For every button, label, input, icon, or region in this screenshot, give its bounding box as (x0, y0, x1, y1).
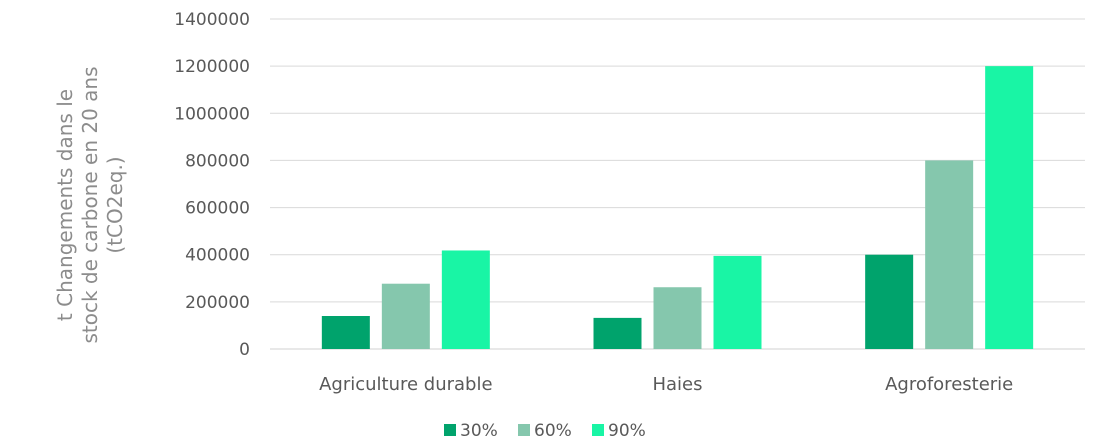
bar-90pct-1 (713, 255, 762, 349)
y-axis-ticks: 0 200000 400000 600000 800000 1000000 1200000 1… (174, 10, 250, 360)
y-tick-label: 1400000 (174, 10, 250, 30)
y-axis-label-line: stock de carbone en 20 ans (78, 66, 102, 343)
y-tick-label: 200000 (185, 293, 250, 313)
legend-label: 60% (534, 421, 572, 441)
bar-60pct-2 (925, 160, 974, 349)
y-tick-label: 800000 (185, 151, 250, 171)
bar-90pct-2 (985, 66, 1034, 350)
bar-30pct-0 (321, 316, 370, 349)
bars (321, 66, 1034, 350)
x-axis-categories: Agriculture durable Haies Agroforesterie (319, 374, 1013, 395)
y-tick-label: 1200000 (174, 57, 250, 77)
legend-swatch (592, 424, 604, 436)
x-category-label: Agroforesterie (885, 374, 1013, 395)
bar-60pct-0 (381, 283, 430, 349)
y-tick-label: 600000 (185, 199, 250, 219)
bar-90pct-0 (441, 250, 490, 349)
legend-swatch (444, 424, 456, 436)
y-axis-label-line: (tCO2eq.) (103, 156, 127, 253)
x-category-label: Haies (652, 374, 702, 395)
x-category-label: Agriculture durable (319, 374, 492, 395)
bar-30pct-2 (865, 254, 914, 349)
y-tick-label: 400000 (185, 246, 250, 266)
y-tick-label: 1000000 (174, 104, 250, 124)
legend-swatch (518, 424, 530, 436)
legend: 30% 60% 90% (444, 421, 646, 441)
legend-label: 30% (460, 421, 498, 441)
y-axis-label-line: t Changements dans le (53, 89, 77, 321)
legend-label: 90% (608, 421, 646, 441)
bar-30pct-1 (593, 317, 642, 349)
y-tick-label: 0 (239, 340, 250, 360)
y-axis-label: t Changements dans le stock de carbone en… (53, 66, 127, 343)
bar-60pct-1 (653, 287, 702, 349)
